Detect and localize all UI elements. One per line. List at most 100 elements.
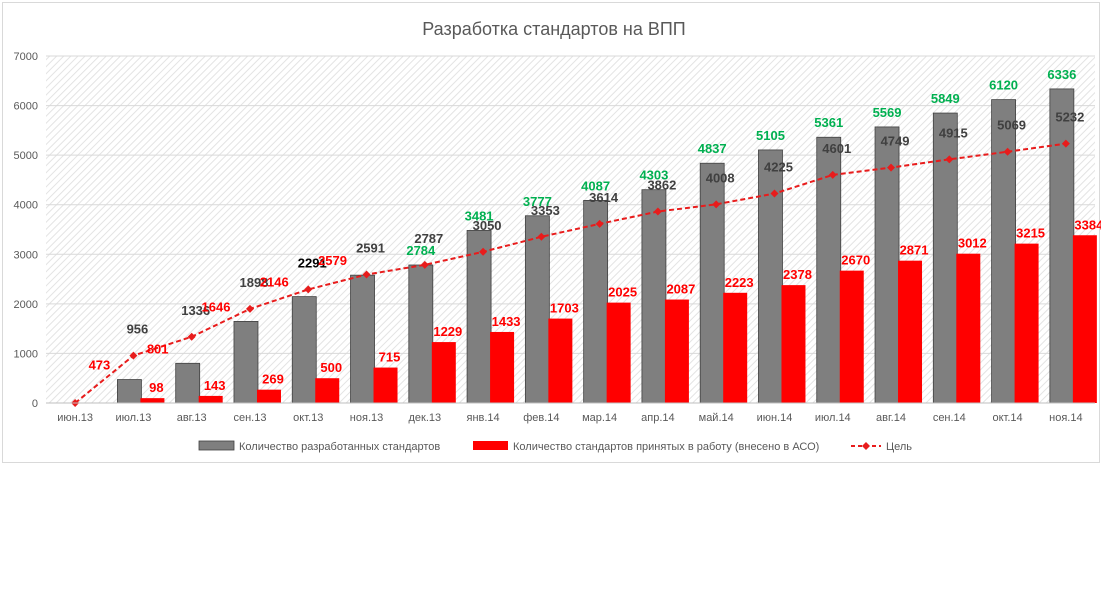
x-tick-label: окт.14 xyxy=(992,412,1022,424)
developed-label: 2784 xyxy=(406,243,436,258)
accepted-label: 98 xyxy=(149,380,163,395)
legend-marker xyxy=(862,442,870,450)
bar-accepted xyxy=(839,270,864,403)
developed-label: 5361 xyxy=(814,115,843,130)
legend-item-accepted: Количество стандартов принятых в работу … xyxy=(473,441,819,453)
target-point xyxy=(1061,139,1070,148)
bar-accepted xyxy=(956,253,981,403)
y-tick-label: 5000 xyxy=(14,150,38,162)
target-label: 956 xyxy=(127,322,149,337)
developed-label: 5569 xyxy=(873,105,902,120)
x-tick-label: ноя.14 xyxy=(1049,412,1082,424)
x-tick-label: июл.14 xyxy=(815,412,851,424)
y-tick-label: 0 xyxy=(32,398,38,410)
x-tick-label: сен.13 xyxy=(233,412,266,424)
bar-developed xyxy=(524,215,550,404)
developed-label: 473 xyxy=(89,358,111,373)
accepted-label: 500 xyxy=(320,360,342,375)
target-label: 4915 xyxy=(939,125,968,140)
bar-accepted xyxy=(1072,235,1097,403)
accepted-label: 2670 xyxy=(841,253,870,268)
accepted-label: 3384 xyxy=(1074,217,1101,232)
target-label: 5069 xyxy=(997,118,1026,133)
legend-item-target: Цель xyxy=(851,441,912,453)
chart-frame: Разработка стандартов на ВПП 956 473 98 133… xyxy=(2,2,1101,463)
target-point xyxy=(595,219,604,228)
bar-developed xyxy=(991,99,1016,404)
x-tick-label: сен.14 xyxy=(933,412,966,424)
bar-developed xyxy=(758,149,783,404)
target-line xyxy=(74,142,1066,404)
axis-layer: 0 1000 2000 3000 4000 5000 6000 7000 июн.13 июл.1… xyxy=(14,51,1095,424)
chart-title: Разработка стандартов на ВПП xyxy=(422,19,686,39)
target-label: 3862 xyxy=(647,178,676,193)
bar-developed xyxy=(291,296,317,404)
target-label: 3353 xyxy=(531,203,560,218)
accepted-label: 143 xyxy=(204,378,226,393)
accepted-label: 2871 xyxy=(900,243,929,258)
bar-developed xyxy=(699,162,725,404)
chart-svg: Разработка стандартов на ВПП 956 473 98 133… xyxy=(14,19,1101,453)
legend-label: Количество стандартов принятых в работу … xyxy=(513,441,819,453)
target-point xyxy=(245,304,254,313)
bar-developed xyxy=(117,379,142,404)
bar-accepted xyxy=(664,299,689,403)
bar-developed xyxy=(1049,88,1075,404)
developed-label: 4087 xyxy=(581,178,610,193)
developed-label: 6336 xyxy=(1047,67,1076,82)
accepted-label: 1433 xyxy=(492,314,521,329)
bar-developed xyxy=(408,264,434,404)
accepted-label: 2025 xyxy=(608,285,637,300)
bar-accepted xyxy=(198,395,223,403)
line-layer xyxy=(71,139,1070,407)
accepted-label: 269 xyxy=(262,372,284,387)
x-tick-label: ноя.13 xyxy=(350,412,383,424)
x-tick-label: июн.13 xyxy=(57,412,93,424)
target-label: 4601 xyxy=(822,141,851,156)
target-point xyxy=(887,163,896,172)
target-point xyxy=(537,232,546,241)
developed-label: 4837 xyxy=(698,141,727,156)
bar-accepted xyxy=(373,367,398,403)
developed-label: 3481 xyxy=(465,208,494,223)
y-tick-label: 1000 xyxy=(14,348,38,360)
developed-label: 2146 xyxy=(260,275,289,290)
legend-label: Цель xyxy=(886,441,912,453)
bar-developed xyxy=(816,136,842,404)
developed-label: 801 xyxy=(147,341,169,356)
legend-item-developed: Количество разработанных стандартов xyxy=(198,440,440,453)
target-label: 1336 xyxy=(181,303,210,318)
x-tick-label: окт.13 xyxy=(293,412,323,424)
target-point xyxy=(653,207,662,216)
accepted-label: 715 xyxy=(379,350,401,365)
bar-developed xyxy=(932,112,958,404)
labels-layer: 956 473 98 1336 801 143 1898 1646 269 2291 2146 500… xyxy=(89,67,1101,395)
bar-developed xyxy=(466,230,492,404)
bar-developed xyxy=(874,126,900,404)
x-tick-label: апр.14 xyxy=(641,412,674,424)
x-tick-label: авг.14 xyxy=(876,412,906,424)
target-label: 3614 xyxy=(589,190,619,205)
bar-accepted xyxy=(548,318,573,403)
target-point xyxy=(362,270,371,279)
target-point xyxy=(712,200,721,209)
target-point xyxy=(420,260,429,269)
target-label: 3050 xyxy=(473,218,502,233)
bar-accepted xyxy=(431,342,456,403)
bar-accepted xyxy=(898,260,923,403)
developed-label: 3777 xyxy=(523,194,552,209)
y-tick-label: 2000 xyxy=(14,299,38,311)
target-label: 4008 xyxy=(706,170,735,185)
legend: Количество разработанных стандартов Колич… xyxy=(198,440,912,453)
target-label: 4749 xyxy=(881,134,910,149)
x-tick-label: авг.13 xyxy=(177,412,207,424)
legend-swatch xyxy=(198,440,235,451)
bar-accepted xyxy=(1014,243,1039,403)
x-tick-label: июн.14 xyxy=(757,412,793,424)
target-point xyxy=(945,155,954,164)
target-point xyxy=(479,247,488,256)
accepted-label: 2087 xyxy=(666,282,695,297)
bar-accepted xyxy=(315,378,340,403)
y-tick-label: 7000 xyxy=(14,51,38,63)
bar-developed xyxy=(641,189,667,404)
